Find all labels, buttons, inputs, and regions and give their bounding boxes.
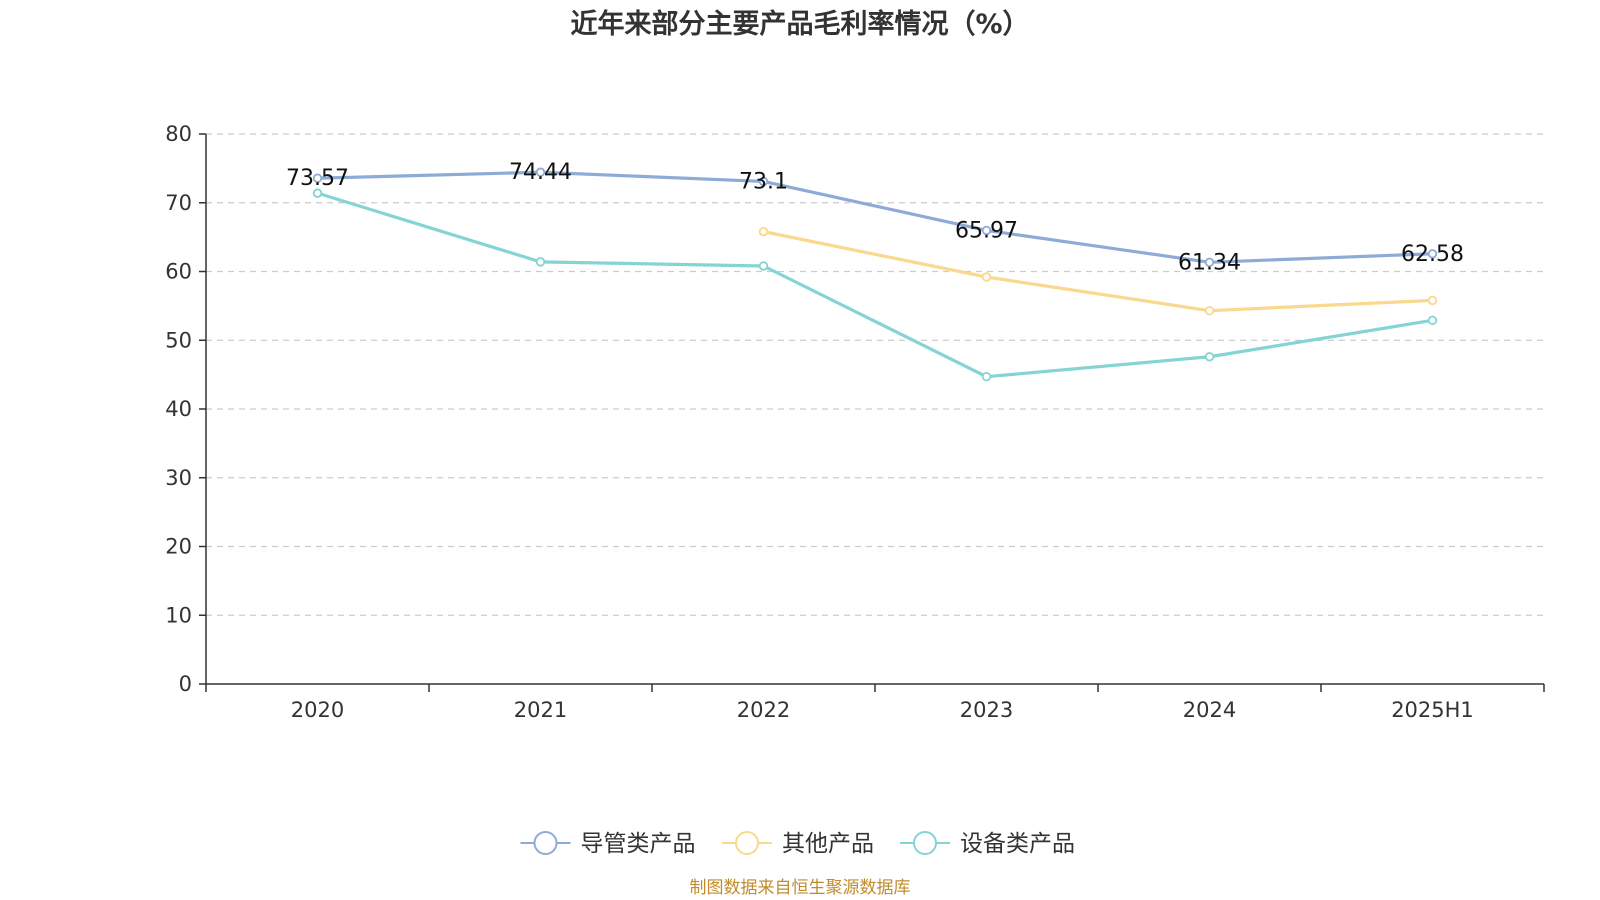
data-label: 61.34 bbox=[1178, 250, 1241, 275]
axes: 0 10 20 30 40 50 60 70 80 2020 2021 2022 2023 2024 202… bbox=[165, 122, 1545, 722]
data-label: 73.57 bbox=[286, 166, 349, 191]
data-point[interactable] bbox=[981, 272, 992, 282]
y-tick-label: 20 bbox=[165, 535, 192, 559]
data-point[interactable] bbox=[1427, 249, 1438, 259]
legend-label: 设备类产品 bbox=[960, 831, 1075, 857]
x-tick-label: 2020 bbox=[291, 698, 344, 722]
data-point[interactable] bbox=[535, 167, 546, 177]
data-point[interactable] bbox=[1427, 295, 1438, 306]
x-tick-label: 2021 bbox=[514, 698, 567, 722]
data-label: 73.1 bbox=[739, 169, 788, 194]
data-point[interactable] bbox=[312, 173, 323, 183]
series-line bbox=[315, 170, 1435, 264]
data-point[interactable] bbox=[1204, 352, 1215, 362]
x-tick-label: 2024 bbox=[1183, 698, 1236, 722]
y-tick-label: 80 bbox=[165, 122, 192, 146]
legend-swatch-circle bbox=[913, 831, 937, 855]
data-label: 74.44 bbox=[509, 160, 572, 185]
y-tick-label: 50 bbox=[165, 328, 192, 352]
legend-swatch-circle bbox=[533, 831, 558, 855]
x-tick-label: 2022 bbox=[737, 698, 790, 722]
data-labels: 73.57 74.44 73.1 65.97 61.34 62.58 bbox=[286, 160, 1464, 275]
data-point[interactable] bbox=[981, 225, 992, 236]
legend-item-1[interactable]: 其他产品 bbox=[722, 831, 874, 857]
data-point[interactable] bbox=[1427, 315, 1438, 326]
data-point[interactable] bbox=[758, 176, 769, 187]
data-label: 62.58 bbox=[1401, 242, 1464, 267]
legend[interactable]: 导管类产品 其他产品 设备类产品 bbox=[520, 831, 1076, 857]
data-point[interactable] bbox=[981, 371, 992, 382]
legend-label: 导管类产品 bbox=[581, 831, 696, 857]
source-note: 制图数据来自恒生聚源数据库 bbox=[690, 878, 911, 898]
data-point[interactable] bbox=[758, 261, 769, 271]
series-line bbox=[761, 230, 1435, 313]
legend-swatch-circle bbox=[735, 831, 759, 855]
data-point[interactable] bbox=[535, 257, 546, 267]
series-2 bbox=[312, 188, 1438, 382]
grid bbox=[206, 133, 1544, 616]
data-point[interactable] bbox=[1204, 257, 1215, 267]
series-line bbox=[315, 191, 1435, 379]
y-tick-label: 0 bbox=[179, 672, 192, 696]
y-tick-label: 40 bbox=[165, 397, 192, 421]
y-tick-label: 70 bbox=[165, 191, 192, 215]
data-point[interactable] bbox=[1204, 305, 1215, 316]
series-0 bbox=[312, 167, 1438, 267]
data-point[interactable] bbox=[758, 226, 769, 237]
legend-label: 其他产品 bbox=[782, 831, 874, 857]
series-1 bbox=[758, 226, 1438, 316]
data-label: 65.97 bbox=[955, 218, 1018, 243]
series-lines bbox=[312, 167, 1438, 382]
x-tick-label: 2023 bbox=[960, 698, 1013, 722]
data-point[interactable] bbox=[312, 188, 323, 198]
y-tick-label: 60 bbox=[165, 260, 192, 284]
legend-item-2[interactable]: 设备类产品 bbox=[900, 831, 1075, 857]
y-tick-label: 10 bbox=[165, 603, 192, 627]
legend-item-0[interactable]: 导管类产品 bbox=[520, 831, 696, 857]
chart-title: 近年来部分主要产品毛利率情况（%） bbox=[570, 8, 1029, 40]
y-tick-label: 30 bbox=[165, 466, 192, 490]
x-tick-label: 2025H1 bbox=[1391, 698, 1474, 722]
